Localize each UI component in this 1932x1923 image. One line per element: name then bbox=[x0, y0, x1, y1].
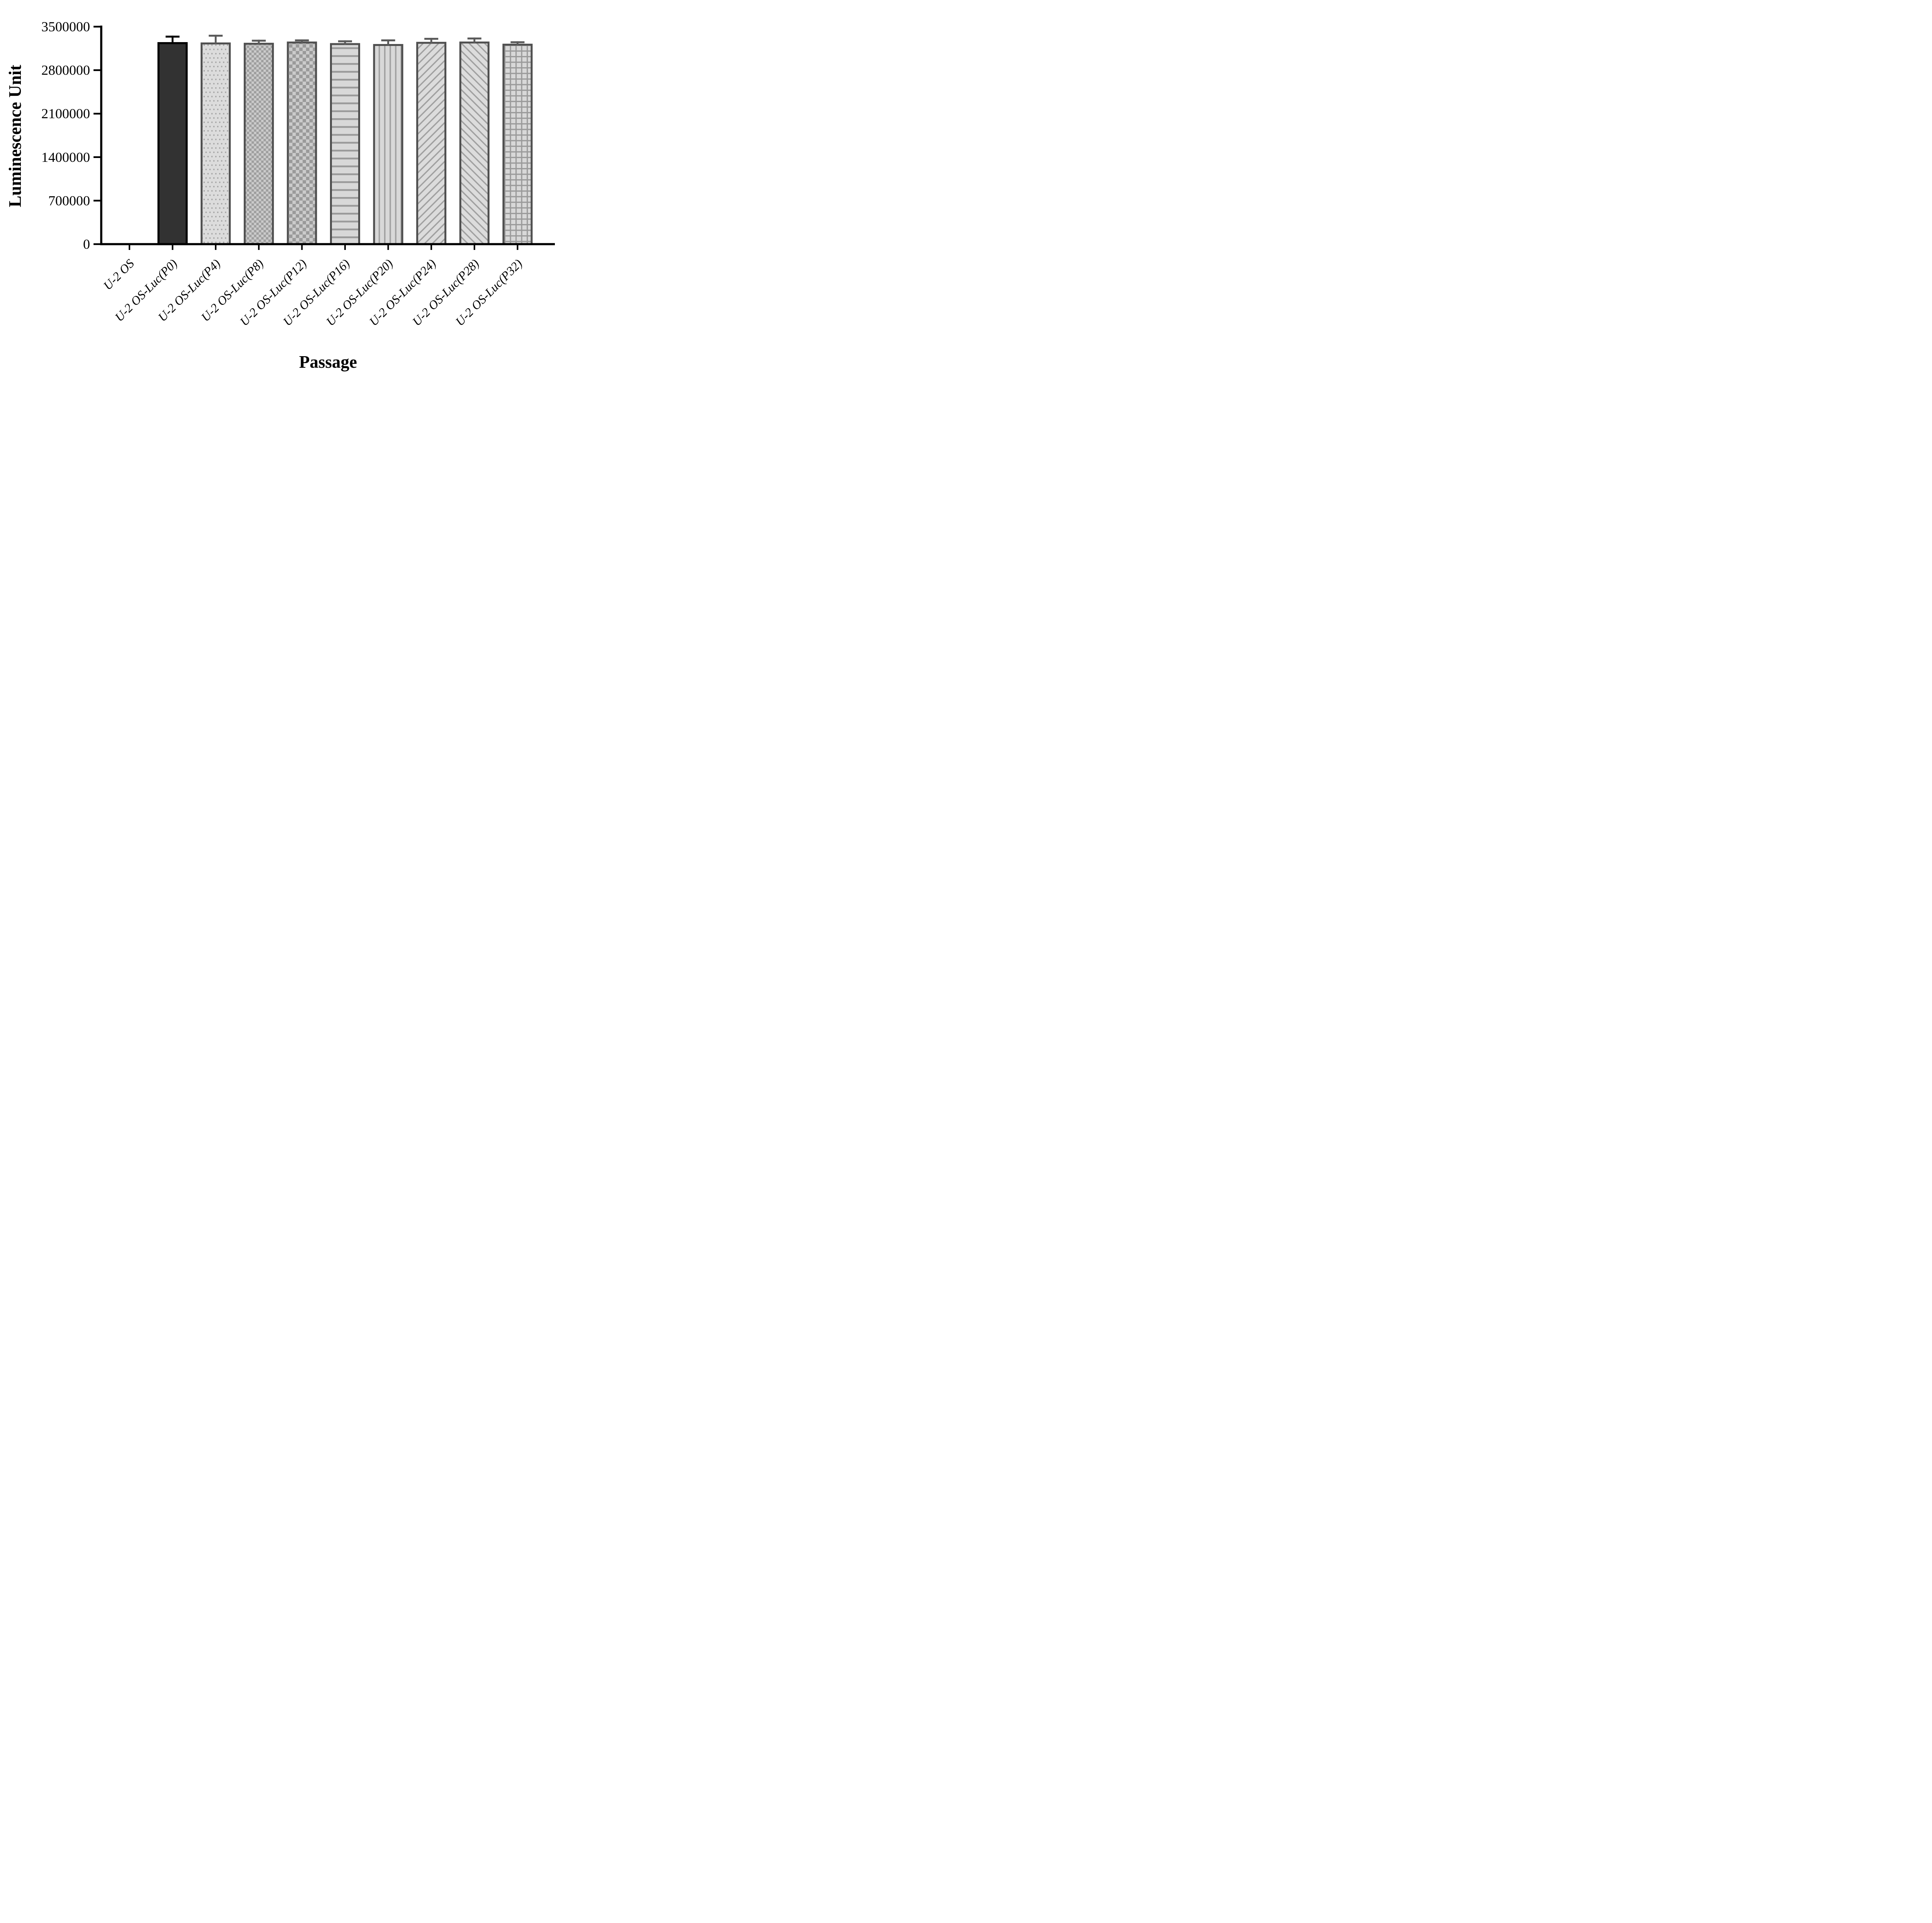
y-tick-label-1: 700000 bbox=[48, 193, 90, 208]
bar-4 bbox=[287, 41, 317, 245]
error-bar-cap-3 bbox=[252, 39, 266, 42]
bar-3 bbox=[243, 42, 274, 245]
error-bar-cap-7 bbox=[424, 37, 439, 40]
error-bar-stem-7 bbox=[430, 37, 432, 44]
axes-group bbox=[100, 25, 555, 245]
error-bar-cap-4 bbox=[295, 39, 309, 41]
y-axis-ticks bbox=[94, 25, 101, 245]
error-bar-cap-9 bbox=[510, 41, 525, 43]
error-bars-group bbox=[165, 34, 525, 46]
bar-7 bbox=[416, 42, 447, 245]
error-bar-stem-6 bbox=[387, 39, 389, 46]
chart-figure: 0 700000 1400000 2100000 2800000 3500000 U-2 … bbox=[0, 0, 567, 385]
bar-6 bbox=[373, 44, 403, 245]
x-axis-ticks bbox=[129, 244, 519, 250]
x-category-label-0: U-2 OS bbox=[100, 256, 137, 292]
y-tick-label-3: 2100000 bbox=[41, 106, 90, 121]
bar-2 bbox=[201, 42, 231, 245]
y-tick-label-4: 2800000 bbox=[41, 63, 90, 78]
bars-group bbox=[157, 41, 533, 245]
bar-1 bbox=[157, 42, 188, 245]
x-axis-title: Passage bbox=[299, 352, 357, 372]
error-bar-stem-2 bbox=[214, 34, 217, 44]
error-bar-cap-2 bbox=[209, 34, 223, 37]
error-bar-stem-4 bbox=[301, 39, 303, 44]
error-bar-cap-5 bbox=[338, 40, 352, 42]
bar-chart: 0 700000 1400000 2100000 2800000 3500000 U-2 … bbox=[5, 19, 555, 372]
y-tick-label-0: 0 bbox=[83, 236, 90, 252]
error-bar-cap-8 bbox=[467, 37, 481, 40]
x-category-labels: U-2 OSU-2 OS-Luc(P0)U-2 OS-Luc(P4)U-2 OS… bbox=[100, 256, 525, 328]
error-bar-stem-9 bbox=[517, 41, 519, 46]
error-bar-cap-1 bbox=[165, 36, 180, 38]
error-bar-stem-1 bbox=[172, 36, 173, 44]
error-bar-stem-5 bbox=[344, 40, 346, 45]
error-bar-stem-3 bbox=[258, 39, 260, 45]
bar-5 bbox=[330, 43, 360, 245]
y-tick-label-2: 1400000 bbox=[41, 149, 90, 165]
error-bar-stem-8 bbox=[473, 37, 476, 44]
bar-8 bbox=[459, 41, 490, 245]
bar-9 bbox=[502, 44, 533, 245]
y-axis-title: Luminescence Unit bbox=[5, 65, 25, 207]
y-tick-label-5: 3500000 bbox=[41, 19, 90, 34]
y-tick-labels: 0 700000 1400000 2100000 2800000 3500000 bbox=[41, 19, 90, 252]
error-bar-cap-6 bbox=[381, 39, 395, 41]
